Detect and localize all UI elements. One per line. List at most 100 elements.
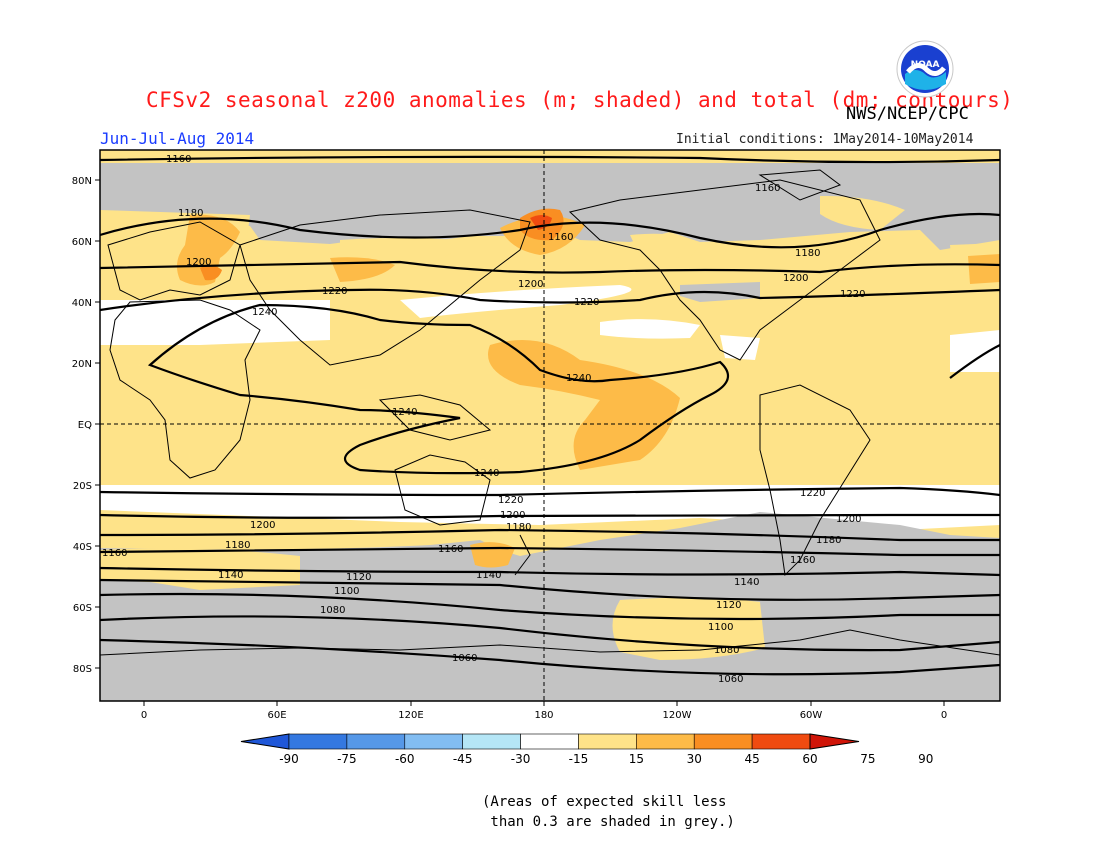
contour-label: 1180 <box>816 535 841 546</box>
colorbar-tick-label: -60 <box>394 752 415 766</box>
colorbar-segment <box>636 733 695 750</box>
forecast-period: Jun-Jul-Aug 2014 <box>100 129 255 148</box>
contour-label: 1220 <box>840 289 865 300</box>
lon-label: 120W <box>663 710 692 721</box>
colorbar-segment <box>404 733 463 750</box>
lon-label: 180 <box>534 710 553 721</box>
contour-label: 1220 <box>800 488 825 499</box>
contour-lines <box>100 155 1000 676</box>
colorbar-segment <box>693 733 753 750</box>
colorbar-tick-label: 75 <box>860 752 876 766</box>
europe-coastline <box>107 221 241 301</box>
contour-label: 1220 <box>322 286 347 297</box>
lat-label: EQ <box>78 420 92 431</box>
contour-label: 1160 <box>755 183 780 194</box>
lat-label: 40S <box>73 542 92 553</box>
pos30-patch <box>488 340 680 470</box>
pos15-patch <box>820 195 905 230</box>
colorbar-tick-label: 90 <box>918 752 934 766</box>
lat-label: 80N <box>72 176 92 187</box>
contour-1220-north <box>100 288 1000 312</box>
initial-conditions: Initial conditions: 1May2014-10May2014 <box>676 132 974 147</box>
contour-1240-north <box>147 303 730 475</box>
contour-1140 <box>100 566 1000 577</box>
colorbar-segment <box>346 733 406 750</box>
colorbar-segment <box>288 733 348 750</box>
contour-label: 1160 <box>166 154 191 165</box>
contour-label: 1100 <box>334 586 359 597</box>
contour-label: 1220 <box>498 495 523 506</box>
lon-label: 120E <box>398 710 423 721</box>
colorbar-segment <box>578 733 637 750</box>
asia-coastline <box>239 209 531 366</box>
noaa-logo: NOAA <box>896 40 954 98</box>
lat-labels: 80N 60N 40N 20N EQ 20S 40S 60S 80S <box>72 176 92 675</box>
pos30-patch <box>176 214 240 286</box>
lat-label: 40N <box>72 298 92 309</box>
contour-label: 1240 <box>252 307 277 318</box>
colorbar-segment <box>462 733 521 750</box>
contour-label: 1160 <box>790 555 815 566</box>
organization-label: NWS/NCEP/CPC <box>846 104 969 124</box>
contour-label: 1180 <box>795 248 820 259</box>
contour-1080 <box>100 615 1000 652</box>
lat-label: 80S <box>73 664 92 675</box>
shading-layer <box>100 150 1000 701</box>
lon-ticks <box>143 701 945 706</box>
grey-region <box>100 512 1000 701</box>
colorbar-segment <box>751 733 811 750</box>
lat-label: 20N <box>72 359 92 370</box>
lon-label: 0 <box>141 710 147 721</box>
skill-note: (Areas of expected skill less than 0.3 a… <box>482 794 735 830</box>
lon-label: 60W <box>800 710 823 721</box>
contour-1120 <box>100 578 1000 601</box>
south-america-coastline <box>759 384 871 577</box>
chart-title: CFSv2 seasonal z200 anomalies (m; shaded… <box>146 88 1014 112</box>
contour-1160-south <box>100 546 1000 557</box>
contour-label: 1080 <box>714 645 739 656</box>
contour-label: 1120 <box>716 600 741 611</box>
contour-label: 1060 <box>452 653 477 664</box>
contour-label: 1100 <box>708 622 733 633</box>
white-zone <box>600 319 700 339</box>
contour-label: 1200 <box>250 520 275 531</box>
contour-label: 1180 <box>225 540 250 551</box>
contour-label: 1140 <box>476 570 501 581</box>
contour-label: 1080 <box>320 605 345 616</box>
contour-label: 1060 <box>718 674 743 685</box>
colorbar-tick-label: -15 <box>568 752 589 766</box>
colorbar-tick-label: 45 <box>744 752 760 766</box>
colorbar-segment <box>520 733 579 750</box>
contour-1180-north <box>100 212 1000 249</box>
lon-label: 60E <box>267 710 286 721</box>
lat-label: 60N <box>72 237 92 248</box>
lat-label: 60S <box>73 603 92 614</box>
contour-label: 1240 <box>392 407 417 418</box>
antarctica-coastline <box>100 629 1000 656</box>
contour-label: 1160 <box>102 548 127 559</box>
greenland-coastline <box>758 169 842 201</box>
contour-1060 <box>100 638 1000 676</box>
lat-label: 20S <box>73 481 92 492</box>
colorbar-tick-label: -30 <box>510 752 531 766</box>
colorbar-tick-label: -75 <box>337 752 357 766</box>
africa-coastline <box>109 299 261 479</box>
contour-label: 1200 <box>500 510 525 521</box>
pos30-patch <box>470 542 515 568</box>
contour-label: 1160 <box>438 544 463 555</box>
lat-ticks <box>95 179 100 669</box>
pos15-patch <box>630 233 700 258</box>
lon-label: 0 <box>941 710 947 721</box>
pos15-patch <box>612 597 765 660</box>
contour-1200-north <box>100 260 1000 274</box>
contour-label: 1180 <box>178 208 203 219</box>
contour-1160-north <box>100 155 1000 164</box>
australia-coastline <box>394 454 491 526</box>
contour-1240-east <box>949 344 1000 379</box>
contour-label: 1160 <box>548 232 573 243</box>
map-frame <box>99 149 1001 702</box>
colorbar-tick-label: 30 <box>686 752 702 766</box>
colorbar-tick-label: 15 <box>628 752 644 766</box>
colorbar-right-arrow <box>809 733 860 750</box>
